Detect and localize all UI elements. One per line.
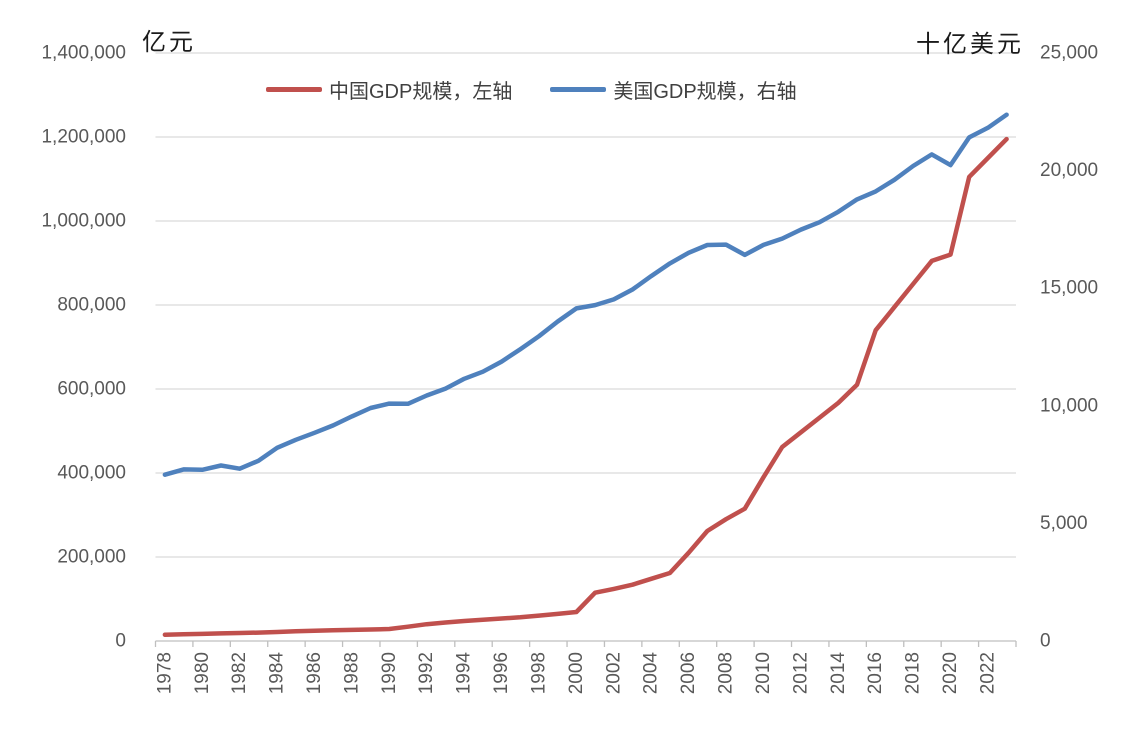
x-axis-year-label: 2022 xyxy=(977,652,998,694)
x-axis-year-label: 1998 xyxy=(528,652,549,694)
legend-label-usa: 美国GDP规模，右轴 xyxy=(613,81,797,103)
x-axis-year-label: 1996 xyxy=(491,652,512,694)
right-axis-tick-label: 15,000 xyxy=(1040,278,1098,299)
legend-label-china: 中国GDP规模，左轴 xyxy=(329,81,513,103)
x-axis-year-label: 1984 xyxy=(267,652,288,695)
left-axis-tick-label: 1,400,000 xyxy=(41,43,126,64)
legend-swatch-china-icon xyxy=(266,87,322,92)
right-axis-tick-label: 20,000 xyxy=(1040,160,1098,181)
x-axis-year-label: 2016 xyxy=(865,652,886,694)
x-axis-year-label: 2004 xyxy=(641,652,662,695)
x-axis-year-label: 1978 xyxy=(154,652,175,694)
legend-item-china: 中国GDP规模，左轴 xyxy=(266,75,512,104)
right-axis-tick-label: 5,000 xyxy=(1040,513,1088,534)
right-axis-tick-label: 0 xyxy=(1040,631,1051,652)
left-axis-tick-label: 200,000 xyxy=(57,547,126,568)
x-axis-year-label: 1994 xyxy=(454,652,475,695)
right-axis-title: 十亿美元 xyxy=(916,32,1024,58)
x-axis-year-label: 1990 xyxy=(379,652,400,694)
x-axis-year-label: 2006 xyxy=(678,652,699,694)
left-axis-title: 亿元 xyxy=(142,30,196,56)
right-axis-tick-label: 25,000 xyxy=(1040,43,1098,64)
left-axis-tick-label: 400,000 xyxy=(57,463,126,484)
x-axis-year-label: 2018 xyxy=(903,652,924,694)
legend-item-usa: 美国GDP规模，右轴 xyxy=(550,75,797,104)
x-axis-year-label: 2002 xyxy=(603,652,624,694)
left-axis-tick-label: 800,000 xyxy=(57,295,126,316)
x-axis-year-label: 1992 xyxy=(416,652,437,694)
x-axis-year-label: 1980 xyxy=(192,652,213,694)
x-axis-year-label: 2008 xyxy=(716,652,737,694)
left-axis-tick-label: 0 xyxy=(115,631,126,652)
legend-swatch-usa-icon xyxy=(550,87,607,92)
x-axis-year-label: 2014 xyxy=(828,652,849,695)
x-axis-year-label: 1986 xyxy=(304,652,325,694)
usa-gdp-line xyxy=(162,112,1009,477)
left-axis-tick-label: 1,000,000 xyxy=(41,211,126,232)
right-axis-tick-label: 10,000 xyxy=(1040,395,1098,416)
left-axis-tick-label: 1,200,000 xyxy=(41,127,126,148)
legend: 中国GDP规模，左轴 美国GDP规模，右轴 xyxy=(266,75,797,104)
x-axis-year-label: 2000 xyxy=(566,652,587,694)
x-axis-year-label: 2012 xyxy=(790,652,811,694)
x-axis-year-label: 1988 xyxy=(341,652,362,694)
x-axis-year-label: 2020 xyxy=(940,652,961,694)
x-axis-year-label: 2010 xyxy=(753,652,774,694)
china-gdp-line xyxy=(162,136,1009,637)
x-axis-year-label: 1982 xyxy=(229,652,250,694)
left-axis-tick-label: 600,000 xyxy=(57,379,126,400)
